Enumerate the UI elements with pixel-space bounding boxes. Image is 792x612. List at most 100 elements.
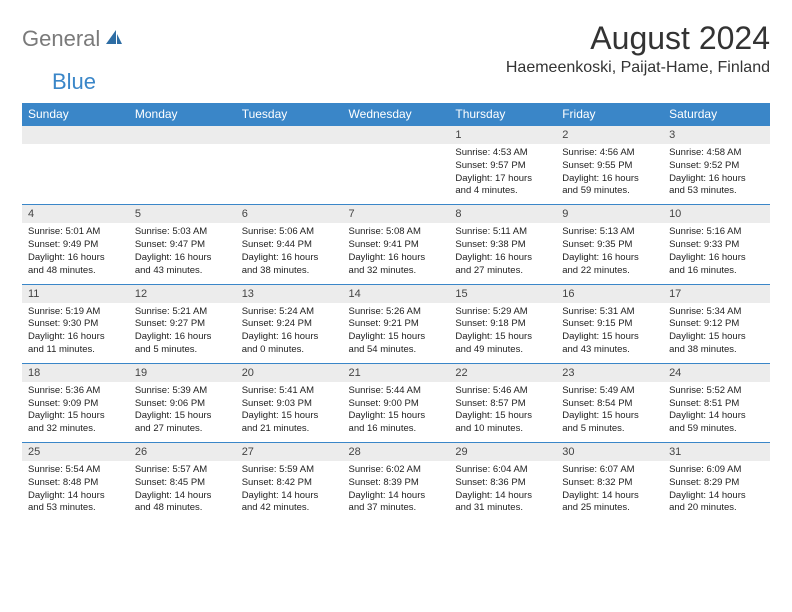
daylight-text: Daylight: 15 hours and 54 minutes. xyxy=(349,331,444,357)
day-number: 11 xyxy=(22,284,129,303)
day-content-row: Sunrise: 5:54 AMSunset: 8:48 PM Daylight:… xyxy=(22,461,770,521)
sunrise-text: Sunrise: 5:21 AM xyxy=(135,306,230,319)
sunrise-text: Sunrise: 5:16 AM xyxy=(669,226,764,239)
day-number: 15 xyxy=(449,284,556,303)
daylight-text: Daylight: 14 hours and 48 minutes. xyxy=(135,490,230,516)
sunrise-text: Sunrise: 5:41 AM xyxy=(242,385,337,398)
day-number: 17 xyxy=(663,284,770,303)
sunset-text: Sunset: 8:48 PM xyxy=(28,477,123,490)
daylight-text: Daylight: 16 hours and 0 minutes. xyxy=(242,331,337,357)
daylight-text: Daylight: 14 hours and 37 minutes. xyxy=(349,490,444,516)
daylight-text: Daylight: 15 hours and 10 minutes. xyxy=(455,410,550,436)
day-number-row: 11121314151617 xyxy=(22,284,770,303)
sunrise-text: Sunrise: 5:31 AM xyxy=(562,306,657,319)
daylight-text: Daylight: 16 hours and 11 minutes. xyxy=(28,331,123,357)
sunrise-text: Sunrise: 5:54 AM xyxy=(28,464,123,477)
day-cell: Sunrise: 5:03 AMSunset: 9:47 PMDaylight:… xyxy=(129,223,236,284)
sunrise-text: Sunrise: 5:19 AM xyxy=(28,306,123,319)
day-number: 30 xyxy=(556,443,663,462)
sunrise-text: Sunrise: 4:56 AM xyxy=(562,147,657,160)
sunrise-text: Sunrise: 5:24 AM xyxy=(242,306,337,319)
day-number xyxy=(129,126,236,145)
day-number: 14 xyxy=(343,284,450,303)
daylight-text: Daylight: 14 hours and 20 minutes. xyxy=(669,490,764,516)
day-number xyxy=(236,126,343,145)
sunset-text: Sunset: 8:32 PM xyxy=(562,477,657,490)
day-cell: Sunrise: 5:54 AMSunset: 8:48 PMDaylight:… xyxy=(22,461,129,521)
sunset-text: Sunset: 9:38 PM xyxy=(455,239,550,252)
sunrise-text: Sunrise: 6:09 AM xyxy=(669,464,764,477)
day-cell: Sunrise: 5:06 AMSunset: 9:44 PMDaylight:… xyxy=(236,223,343,284)
day-header-row: Sunday Monday Tuesday Wednesday Thursday… xyxy=(22,103,770,125)
sunrise-text: Sunrise: 5:52 AM xyxy=(669,385,764,398)
day-number: 13 xyxy=(236,284,343,303)
day-cell: Sunrise: 5:34 AMSunset: 9:12 PMDaylight:… xyxy=(663,303,770,364)
daylight-text: Daylight: 16 hours and 5 minutes. xyxy=(135,331,230,357)
sunrise-text: Sunrise: 4:58 AM xyxy=(669,147,764,160)
sunset-text: Sunset: 8:51 PM xyxy=(669,398,764,411)
sunset-text: Sunset: 9:55 PM xyxy=(562,160,657,173)
day-number: 5 xyxy=(129,205,236,224)
calendar-table: Sunday Monday Tuesday Wednesday Thursday… xyxy=(22,103,770,125)
sunset-text: Sunset: 8:54 PM xyxy=(562,398,657,411)
sunrise-text: Sunrise: 6:04 AM xyxy=(455,464,550,477)
daylight-text: Daylight: 15 hours and 16 minutes. xyxy=(349,410,444,436)
day-number: 2 xyxy=(556,126,663,145)
sunset-text: Sunset: 9:30 PM xyxy=(28,318,123,331)
sunset-text: Sunset: 8:36 PM xyxy=(455,477,550,490)
day-content-row: Sunrise: 5:19 AMSunset: 9:30 PMDaylight:… xyxy=(22,303,770,364)
day-cell: Sunrise: 5:08 AMSunset: 9:41 PMDaylight:… xyxy=(343,223,450,284)
sunrise-text: Sunrise: 5:08 AM xyxy=(349,226,444,239)
logo-text-blue: Blue xyxy=(52,69,96,94)
day-number: 16 xyxy=(556,284,663,303)
day-number-row: 25262728293031 xyxy=(22,443,770,462)
sunset-text: Sunset: 9:44 PM xyxy=(242,239,337,252)
sunrise-text: Sunrise: 6:02 AM xyxy=(349,464,444,477)
sunrise-text: Sunrise: 5:13 AM xyxy=(562,226,657,239)
sunrise-text: Sunrise: 5:06 AM xyxy=(242,226,337,239)
day-cell: Sunrise: 5:13 AMSunset: 9:35 PMDaylight:… xyxy=(556,223,663,284)
day-label: Sunday xyxy=(22,103,129,125)
daylight-text: Daylight: 15 hours and 21 minutes. xyxy=(242,410,337,436)
day-label: Tuesday xyxy=(236,103,343,125)
sunset-text: Sunset: 9:33 PM xyxy=(669,239,764,252)
sunset-text: Sunset: 8:29 PM xyxy=(669,477,764,490)
day-number-row: 45678910 xyxy=(22,205,770,224)
daylight-text: Daylight: 16 hours and 59 minutes. xyxy=(562,173,657,199)
daylight-text: Daylight: 17 hours and 4 minutes. xyxy=(455,173,550,199)
sunrise-text: Sunrise: 5:49 AM xyxy=(562,385,657,398)
day-cell: Sunrise: 4:58 AMSunset: 9:52 PMDaylight:… xyxy=(663,144,770,205)
sunset-text: Sunset: 9:15 PM xyxy=(562,318,657,331)
sunset-text: Sunset: 9:41 PM xyxy=(349,239,444,252)
day-cell xyxy=(22,144,129,205)
sunrise-text: Sunrise: 5:29 AM xyxy=(455,306,550,319)
sunrise-text: Sunrise: 5:46 AM xyxy=(455,385,550,398)
sunset-text: Sunset: 9:35 PM xyxy=(562,239,657,252)
logo-sail-icon xyxy=(104,28,124,51)
sunset-text: Sunset: 8:39 PM xyxy=(349,477,444,490)
day-number: 27 xyxy=(236,443,343,462)
day-cell: Sunrise: 5:21 AMSunset: 9:27 PMDaylight:… xyxy=(129,303,236,364)
daylight-text: Daylight: 16 hours and 22 minutes. xyxy=(562,252,657,278)
daylight-text: Daylight: 14 hours and 31 minutes. xyxy=(455,490,550,516)
daylight-text: Daylight: 16 hours and 48 minutes. xyxy=(28,252,123,278)
day-cell: Sunrise: 6:04 AMSunset: 8:36 PMDaylight:… xyxy=(449,461,556,521)
day-label: Wednesday xyxy=(343,103,450,125)
daylight-text: Daylight: 15 hours and 38 minutes. xyxy=(669,331,764,357)
daylight-text: Daylight: 16 hours and 43 minutes. xyxy=(135,252,230,278)
day-number: 23 xyxy=(556,363,663,382)
sunset-text: Sunset: 8:45 PM xyxy=(135,477,230,490)
daylight-text: Daylight: 15 hours and 32 minutes. xyxy=(28,410,123,436)
daylight-text: Daylight: 14 hours and 59 minutes. xyxy=(669,410,764,436)
daylight-text: Daylight: 16 hours and 27 minutes. xyxy=(455,252,550,278)
sunset-text: Sunset: 9:00 PM xyxy=(349,398,444,411)
day-cell: Sunrise: 6:02 AMSunset: 8:39 PMDaylight:… xyxy=(343,461,450,521)
day-cell: Sunrise: 4:56 AMSunset: 9:55 PMDaylight:… xyxy=(556,144,663,205)
sunset-text: Sunset: 9:47 PM xyxy=(135,239,230,252)
day-cell: Sunrise: 6:09 AMSunset: 8:29 PMDaylight:… xyxy=(663,461,770,521)
day-number: 4 xyxy=(22,205,129,224)
day-number: 10 xyxy=(663,205,770,224)
sunrise-text: Sunrise: 5:36 AM xyxy=(28,385,123,398)
sunrise-text: Sunrise: 5:57 AM xyxy=(135,464,230,477)
day-number: 18 xyxy=(22,363,129,382)
